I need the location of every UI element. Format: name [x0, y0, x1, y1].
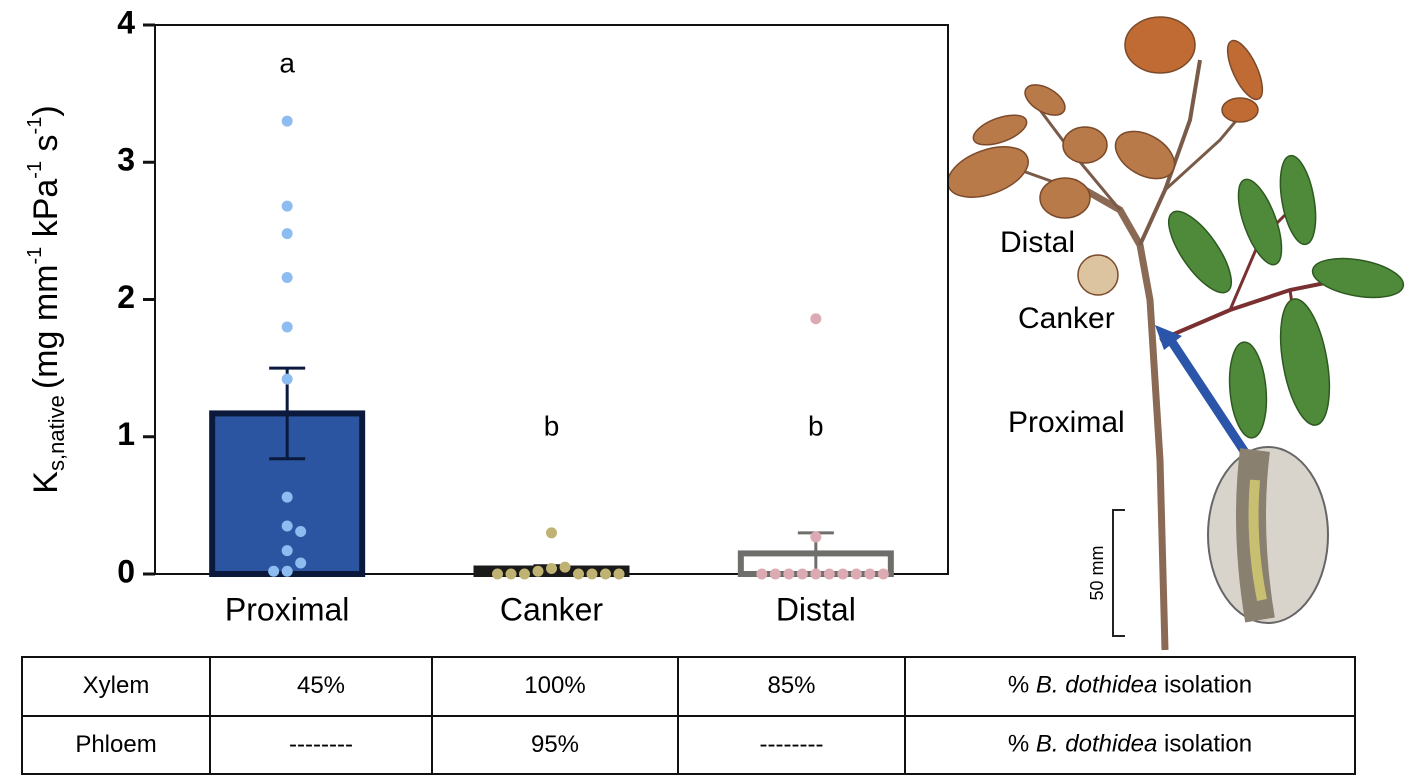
data-point — [268, 566, 279, 577]
y-label-superscript: -1 — [24, 117, 46, 135]
data-point — [506, 569, 517, 580]
leaf — [1226, 341, 1270, 440]
significance-letter: b — [544, 410, 560, 441]
data-point — [295, 558, 306, 569]
leaf — [1272, 295, 1338, 429]
scale-bar — [1113, 510, 1125, 636]
y-tick-label: 3 — [117, 142, 135, 178]
table-cell-part: % — [1008, 731, 1036, 758]
page: 50 mm Distal Canker Proximal Xylem 45% 100… — [0, 0, 1414, 775]
data-point — [851, 569, 862, 580]
data-point — [282, 116, 293, 127]
y-axis-label: Ks,native(mg mm-1 kPa-1 s-1) — [24, 105, 69, 493]
data-point — [600, 569, 611, 580]
data-point — [587, 569, 598, 580]
data-point — [864, 569, 875, 580]
figure: 50 mm Distal Canker Proximal Xylem 45% 100… — [0, 0, 1414, 775]
data-point — [282, 520, 293, 531]
table-cell-part: B. dothidea — [1036, 672, 1157, 699]
dead-leaf — [970, 109, 1031, 151]
data-point — [295, 526, 306, 537]
y-label-superscript: -1 — [24, 161, 46, 179]
data-point — [533, 566, 544, 577]
y-label-superscript: -1 — [24, 247, 46, 265]
data-point — [492, 569, 503, 580]
y-label-symbol: K — [27, 471, 65, 494]
dead-leaf — [1063, 127, 1107, 163]
y-label-subscript: s,native — [44, 395, 69, 471]
data-point — [573, 569, 584, 580]
data-point — [614, 569, 625, 580]
data-point — [770, 569, 781, 580]
significance-letter: a — [279, 47, 295, 78]
x-tick-label: Canker — [500, 591, 604, 627]
data-point — [282, 566, 293, 577]
data-point — [837, 569, 848, 580]
dead-leaf — [1221, 36, 1270, 104]
table-cell-part: isolation — [1157, 731, 1252, 758]
data-point — [282, 201, 293, 212]
y-tick-label: 0 — [117, 553, 135, 589]
x-tick-label: Distal — [776, 591, 856, 627]
dead-leaf — [941, 137, 1035, 207]
data-point — [282, 545, 293, 556]
branch-photo: 50 mm Distal Canker Proximal — [941, 17, 1406, 650]
table-cell: -------- — [760, 731, 824, 758]
table-cell: 85% — [767, 672, 815, 699]
table-cell: -------- — [289, 731, 353, 758]
table-cell-part: B. dothidea — [1036, 731, 1157, 758]
dead-leaf — [1078, 255, 1118, 295]
dead-leaf — [1222, 98, 1258, 122]
table-cell-part: isolation — [1157, 672, 1252, 699]
table-cell: Phloem — [75, 731, 156, 758]
table-cell: % B. dothidea isolation — [1008, 672, 1252, 699]
data-point — [282, 272, 293, 283]
photo-label: Canker — [1018, 302, 1115, 335]
data-point — [797, 569, 808, 580]
leaf — [1310, 252, 1407, 303]
data-point — [783, 569, 794, 580]
dead-leaf — [1125, 17, 1195, 73]
data-point — [282, 321, 293, 332]
dead-leaf — [1040, 178, 1090, 218]
y-label-unit: s — [27, 134, 65, 160]
y-tick-label: 1 — [117, 416, 135, 452]
y-label-unit: (mg mm — [27, 265, 65, 390]
photo-label: Proximal — [1008, 406, 1125, 439]
data-point — [546, 527, 557, 538]
scale-bar-label: 50 mm — [1087, 545, 1107, 600]
data-point — [282, 492, 293, 503]
data-point — [810, 569, 821, 580]
significance-letter: b — [808, 410, 824, 441]
table-cell: Xylem — [83, 672, 150, 699]
data-point — [282, 228, 293, 239]
photo-label: Distal — [1000, 226, 1075, 259]
table-cell: 45% — [297, 672, 345, 699]
y-tick-label: 2 — [117, 279, 135, 315]
data-point — [824, 569, 835, 580]
leaf — [1158, 202, 1243, 301]
y-label-unit: kPa — [27, 179, 65, 247]
stem — [1165, 110, 1245, 190]
data-point — [810, 313, 821, 324]
y-label-unit: ) — [27, 105, 65, 116]
data-point — [756, 569, 767, 580]
table-cell: % B. dothidea isolation — [1008, 731, 1252, 758]
table-cell: 100% — [524, 672, 585, 699]
leaf — [1274, 153, 1321, 247]
data-point — [878, 569, 889, 580]
data-point — [546, 563, 557, 574]
table-cell: 95% — [531, 731, 579, 758]
data-point — [810, 531, 821, 542]
dead-leaf — [1107, 122, 1182, 189]
data-point — [519, 569, 530, 580]
data-point — [282, 374, 293, 385]
data-point — [560, 562, 571, 573]
y-tick-label: 4 — [117, 4, 135, 40]
table-cell-part: % — [1008, 672, 1036, 699]
x-tick-label: Proximal — [225, 591, 349, 627]
